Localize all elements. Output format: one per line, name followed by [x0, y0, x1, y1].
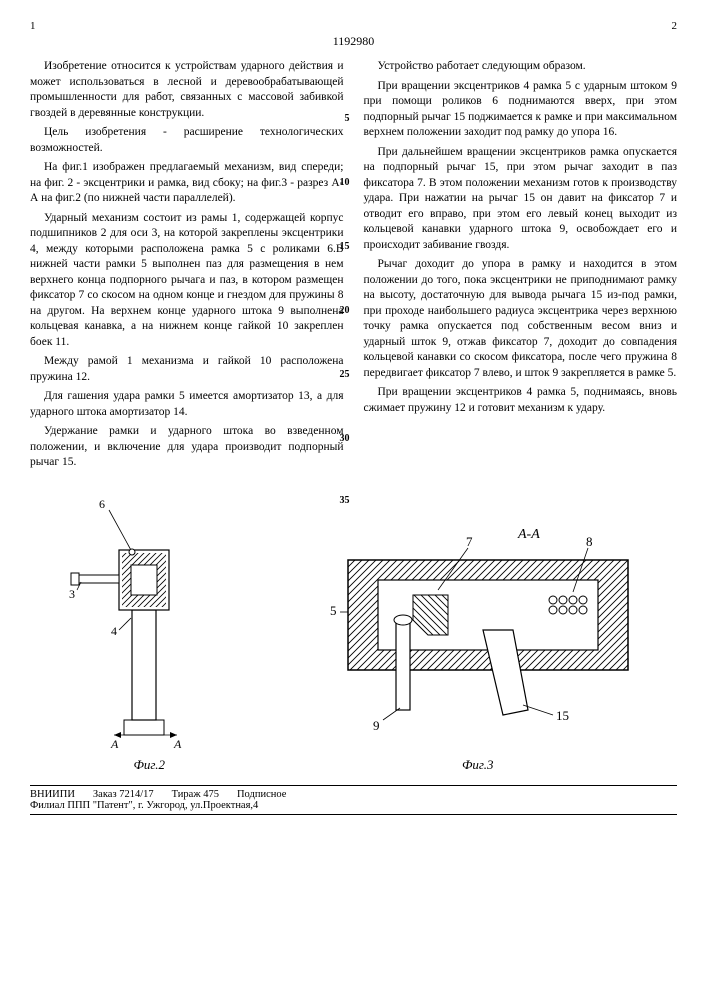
- section-label: А-А: [517, 527, 540, 542]
- figure-2: 6 3 4 А А Фиг.2: [69, 490, 229, 773]
- column-1: Изобретение относится к устройствам удар…: [30, 59, 344, 471]
- para: Между рамой 1 механизма и гайкой 10 расп…: [30, 354, 344, 385]
- line-number: 20: [340, 305, 350, 316]
- fig2-label: Фиг.2: [69, 757, 229, 773]
- line-number: 35: [340, 495, 350, 506]
- footer: ВНИИПИ Заказ 7214/17 Тираж 475 Подписное…: [30, 785, 677, 815]
- callout-15: 15: [556, 708, 569, 723]
- para: Удержание рамки и ударного штока во взве…: [30, 424, 344, 471]
- figures-row: 6 3 4 А А Фиг.2 А-А: [30, 490, 677, 773]
- callout-8: 8: [586, 534, 593, 549]
- figure-3: А-А: [318, 520, 638, 773]
- footer-tirage: Тираж 475: [172, 789, 219, 800]
- footer-order: Заказ 7214/17: [93, 789, 154, 800]
- footer-address: Филиал ППП "Патент", г. Ужгород, ул.Прое…: [30, 800, 677, 811]
- patent-number: 1192980: [30, 34, 677, 49]
- line-number: 25: [340, 369, 350, 380]
- col-num-right: 2: [672, 20, 678, 32]
- para: На фиг.1 изображен предлагаемый механизм…: [30, 160, 344, 207]
- para: Ударный механизм состоит из рамы 1, соде…: [30, 211, 344, 351]
- column-2: Устройство работает следующим образом. П…: [364, 59, 678, 416]
- footer-subscr: Подписное: [237, 789, 286, 800]
- callout-5: 5: [330, 603, 337, 618]
- column-numbers: 1 2: [30, 20, 677, 32]
- callout-6: 6: [99, 497, 105, 511]
- callout-4: 4: [111, 624, 117, 638]
- section-a-right: А: [173, 737, 182, 750]
- para: Рычаг доходит до упора в рамку и находит…: [364, 257, 678, 381]
- line-number: 15: [340, 241, 350, 252]
- para: Устройство работает следующим образом.: [364, 59, 678, 75]
- para: При вращении эксцентриков 4 рамка 5 с уд…: [364, 79, 678, 141]
- para: Для гашения удара рамки 5 имеется аморти…: [30, 389, 344, 420]
- footer-org: ВНИИПИ: [30, 789, 75, 800]
- para: Цель изобретения - расширение технологич…: [30, 125, 344, 156]
- fig3-label: Фиг.3: [318, 757, 638, 773]
- patent-page: 1 2 1192980 Изобретение относится к устр…: [0, 0, 707, 835]
- para: При вращении эксцентриков 4 рамка 5, под…: [364, 385, 678, 416]
- callout-7: 7: [466, 534, 473, 549]
- line-number: 30: [340, 433, 350, 444]
- fig3-svg: А-А: [318, 520, 638, 750]
- fig2-svg: 6 3 4 А А: [69, 490, 229, 750]
- callout-3: 3: [69, 587, 75, 601]
- para: При дальнейшем вращении эксцентриков рам…: [364, 145, 678, 254]
- para: Изобретение относится к устройствам удар…: [30, 59, 344, 121]
- section-a-left: А: [110, 737, 119, 750]
- col-num-left: 1: [30, 20, 36, 32]
- callout-9: 9: [373, 718, 380, 733]
- line-number: 5: [345, 113, 350, 124]
- line-number: 10: [340, 177, 350, 188]
- text-columns: Изобретение относится к устройствам удар…: [30, 59, 677, 475]
